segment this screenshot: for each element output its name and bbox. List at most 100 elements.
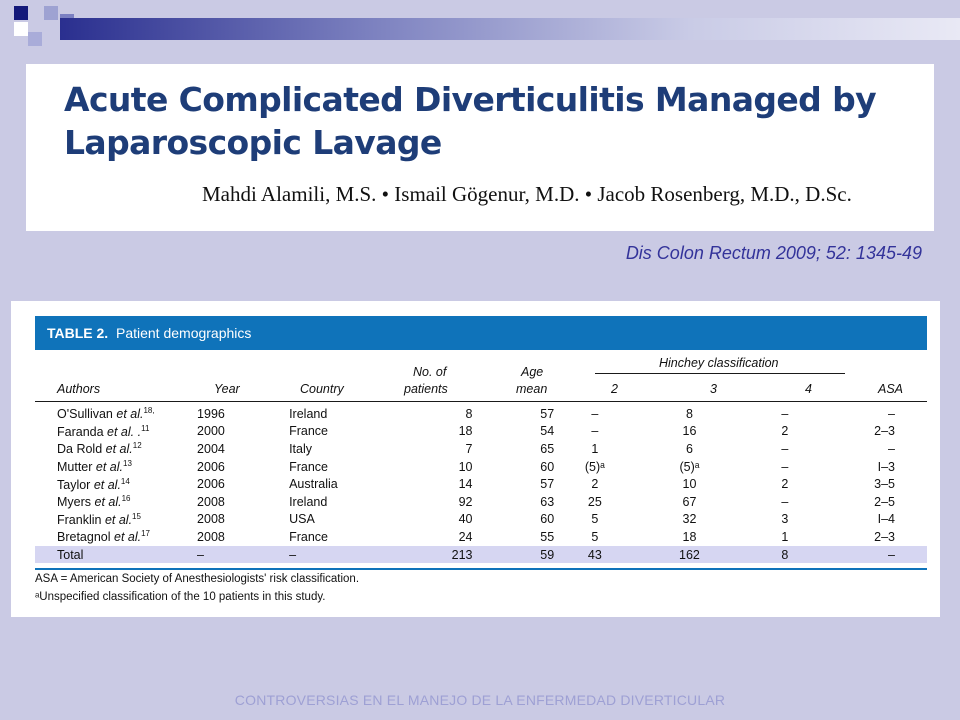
author-name: Faranda	[57, 424, 104, 439]
header-h2: 2	[611, 382, 618, 396]
cell-author: Bretagnol et al.17	[35, 528, 197, 546]
author-name: Da Rold	[57, 442, 103, 457]
cell-asa: 2–3	[874, 424, 895, 439]
cell-author: Total	[35, 545, 198, 564]
author-ref: 17	[141, 529, 150, 539]
cell-n: 18	[458, 424, 473, 439]
header-asa: ASA	[878, 382, 904, 396]
table-bottom-rule	[35, 568, 927, 570]
article-title: Acute Complicated Diverticulitis Managed…	[64, 80, 877, 162]
cell-asa: I–3	[877, 459, 895, 474]
table-row: Taylor et al.14 2006 Australia 14 57 2 10 2 3–5	[35, 475, 927, 493]
cell-country: Ireland	[289, 406, 328, 421]
cell-h4: 2	[781, 477, 789, 492]
table-row: Myers et al.16 2008 Ireland 92 63 25 67–2–5	[35, 493, 927, 511]
header-country: Country	[300, 382, 344, 396]
cell-country: France	[289, 459, 328, 474]
footnote-asa: ASA = American Society of Anesthesiologi…	[35, 573, 360, 585]
cell-n: 24	[458, 529, 473, 544]
author-ref: 15	[132, 511, 141, 521]
cell-author: Myers et al.16	[35, 493, 197, 511]
header-hinchey: Hinchey classification	[659, 356, 779, 370]
cell-year: 2008	[197, 512, 225, 527]
table-row: O'Sullivan et al.18, 1996 Ireland 8 57–8– –	[35, 405, 927, 423]
cell-year: 2006	[197, 477, 225, 492]
author-name: Bretagnol	[57, 530, 111, 545]
cell-h4: –	[781, 494, 789, 509]
header-patients-2: patients	[404, 382, 448, 396]
article-authors: Mahdi Alamili, M.S. • Ismail Gögenur, M.…	[202, 182, 852, 206]
cell-asa: I–4	[877, 512, 895, 527]
cell-asa: 3–5	[874, 477, 895, 492]
table-row: Franklin et al.15 2008 USA 40 60 5 32 3 I–4	[35, 511, 927, 529]
cell-asa: –	[826, 545, 927, 564]
cell-age: 60	[540, 512, 555, 527]
cell-h3: 10	[682, 477, 697, 492]
cell-country: France	[289, 424, 328, 439]
cell-n: 7	[465, 441, 473, 456]
table-row: Da Rold et al.12 2004 Italy 7 65 1 6– –	[35, 440, 927, 458]
cell-country: Italy	[289, 441, 313, 456]
author-etal: et al.	[90, 477, 121, 492]
cell-country: Australia	[289, 477, 338, 492]
cell-h4: –	[781, 441, 789, 456]
cell-year: 2008	[197, 494, 225, 509]
cell-h3: 18	[682, 529, 697, 544]
header-age-2: mean	[516, 382, 548, 396]
author-ref: 16	[121, 494, 131, 504]
table-row: Mutter et al.13 2006 France 10 60 (5)ᵃ (5)ᵃ – I–…	[35, 458, 927, 476]
cell-age: 55	[540, 529, 555, 544]
cell-h2: –	[591, 406, 599, 421]
cell-author: Da Rold et al.12	[35, 440, 197, 458]
demographics-table: O'Sullivan et al.18, 1996 Ireland 8 57–8– – Fa…	[35, 405, 927, 564]
header-authors: Authors	[57, 382, 101, 396]
author-etal: et al.	[112, 407, 144, 422]
cell-h3: (5)ᵃ	[679, 459, 700, 474]
author-etal: et al. .	[103, 424, 142, 439]
cell-year: 2008	[197, 529, 225, 544]
cell-h2: 5	[591, 512, 599, 527]
cell-asa: 2–5	[874, 494, 895, 509]
cell-year: 2004	[197, 441, 225, 456]
author-ref: 12	[132, 441, 142, 451]
header-rule	[35, 401, 927, 402]
author-ref: 14	[120, 476, 130, 486]
cell-age: 57	[540, 477, 555, 492]
cell-year: 2006	[197, 459, 225, 474]
table-row: Bretagnol et al.17 2008 France 24 55 5 18 1 2–3	[35, 528, 927, 546]
table-title-bar: TABLE 2. Patient demographics	[35, 316, 927, 350]
cell-country: France	[289, 529, 328, 544]
cell-age: 54	[540, 424, 555, 439]
cell-h3: 32	[682, 512, 697, 527]
cell-asa: 2–3	[874, 529, 895, 544]
citation: Dis Colon Rectum 2009; 52: 1345-49	[625, 243, 922, 263]
cell-h2: 25	[587, 494, 602, 509]
cell-asa: –	[888, 406, 895, 421]
cell-asa: –	[888, 441, 895, 456]
header-age-1: Age	[521, 365, 544, 379]
cell-age: 65	[540, 441, 555, 456]
author-name: Franklin	[57, 512, 102, 527]
cell-age: 59	[472, 545, 555, 564]
cell-h4: –	[781, 406, 789, 421]
cell-n: 40	[458, 512, 473, 527]
table-panel: TABLE 2. Patient demographics Hinchey cl…	[11, 301, 940, 617]
decor-square-light	[44, 6, 58, 20]
author-etal: et al.	[110, 530, 142, 545]
author-name: O'Sullivan	[57, 407, 113, 422]
author-ref: 11	[141, 423, 150, 433]
cell-n: 8	[465, 406, 473, 421]
cell-h3: 162	[635, 545, 744, 564]
cell-author: Mutter et al.13	[35, 458, 197, 476]
cell-h3: 16	[682, 424, 697, 439]
cell-author: Taylor et al.14	[35, 475, 197, 493]
cell-n: 14	[458, 477, 473, 492]
footnote-a: ᵃUnspecified classification of the 10 pa…	[35, 591, 326, 603]
author-etal: et al.	[101, 512, 133, 527]
footer-text: CONTROVERSIAS EN EL MANEJO DE LA ENFERME…	[234, 692, 726, 708]
author-ref: 13	[123, 459, 132, 468]
table-row: Faranda et al. .11 2000 France 18 54–16 2 2–3	[35, 423, 927, 441]
author-name: Myers	[57, 495, 92, 510]
header-patients-1: No. of	[413, 365, 447, 379]
cell-n: 10	[458, 459, 473, 474]
